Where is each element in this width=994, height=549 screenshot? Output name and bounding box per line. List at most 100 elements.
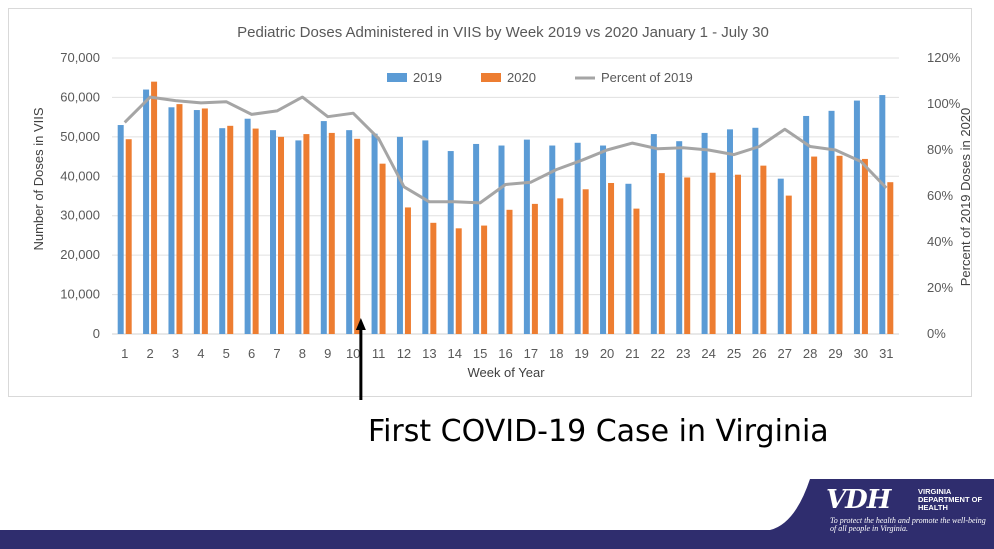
bar-2020 bbox=[303, 134, 310, 334]
bar-2020 bbox=[887, 182, 894, 334]
bar-2020 bbox=[278, 136, 285, 334]
bar-2020 bbox=[633, 208, 640, 334]
bar-2020 bbox=[506, 209, 513, 334]
bar-2019 bbox=[498, 145, 505, 334]
x-tick-label: 19 bbox=[574, 346, 588, 361]
bar-2019 bbox=[777, 178, 784, 334]
bar-2020 bbox=[176, 104, 183, 334]
x-tick-label: 20 bbox=[600, 346, 614, 361]
bar-2019 bbox=[422, 140, 429, 334]
logo-background bbox=[770, 479, 994, 530]
bar-2020 bbox=[709, 172, 716, 334]
bar-2020 bbox=[455, 228, 462, 334]
chart-title: Pediatric Doses Administered in VIIS by … bbox=[237, 24, 769, 41]
bar-2019 bbox=[168, 107, 175, 335]
y2-tick-label: 0% bbox=[927, 326, 946, 341]
x-tick-label: 24 bbox=[701, 346, 715, 361]
bar-2019 bbox=[473, 143, 480, 334]
bar-2020 bbox=[836, 155, 843, 334]
y-tick-label: 0 bbox=[93, 326, 100, 341]
bar-2019 bbox=[879, 95, 886, 334]
bar-2019 bbox=[803, 115, 810, 335]
logo-mark: VDH bbox=[826, 485, 891, 515]
x-tick-label: 7 bbox=[273, 346, 280, 361]
bar-2020 bbox=[201, 108, 208, 335]
y2-tick-label: 40% bbox=[927, 234, 953, 249]
y-tick-label: 50,000 bbox=[60, 129, 100, 144]
x-tick-label: 29 bbox=[828, 346, 842, 361]
bar-2020 bbox=[734, 174, 741, 334]
bar-2019 bbox=[828, 110, 835, 334]
y2-tick-label: 100% bbox=[927, 96, 961, 111]
x-tick-label: 31 bbox=[879, 346, 893, 361]
x-tick-label: 16 bbox=[498, 346, 512, 361]
bar-2020 bbox=[252, 128, 259, 334]
x-tick-label: 28 bbox=[803, 346, 817, 361]
y2-tick-label: 80% bbox=[927, 142, 953, 157]
x-tick-label: 30 bbox=[854, 346, 868, 361]
x-tick-label: 3 bbox=[172, 346, 179, 361]
bar-2019 bbox=[371, 133, 378, 334]
bar-2019 bbox=[244, 118, 251, 334]
bar-2019 bbox=[853, 100, 860, 334]
bar-2019 bbox=[726, 129, 733, 334]
y-tick-label: 10,000 bbox=[60, 287, 100, 302]
y2-tick-label: 60% bbox=[927, 188, 953, 203]
x-tick-label: 8 bbox=[299, 346, 306, 361]
legend-swatch-2020 bbox=[481, 73, 501, 82]
bar-2019 bbox=[447, 151, 454, 334]
bar-2020 bbox=[125, 139, 132, 334]
bar-2020 bbox=[354, 138, 361, 334]
x-tick-label: 25 bbox=[727, 346, 741, 361]
bar-2020 bbox=[404, 207, 411, 334]
bar-2019 bbox=[193, 110, 200, 334]
bar-2019 bbox=[295, 140, 302, 334]
x-tick-label: 22 bbox=[651, 346, 665, 361]
bar-2020 bbox=[430, 222, 437, 334]
legend-swatch-2019 bbox=[387, 73, 407, 82]
bar-2019 bbox=[270, 130, 277, 334]
x-tick-label: 18 bbox=[549, 346, 563, 361]
x-tick-label: 6 bbox=[248, 346, 255, 361]
bar-2019 bbox=[346, 130, 353, 334]
x-tick-label: 10 bbox=[346, 346, 360, 361]
y-tick-label: 60,000 bbox=[60, 89, 100, 104]
bar-2020 bbox=[227, 125, 234, 335]
bar-2020 bbox=[328, 132, 335, 334]
x-tick-label: 9 bbox=[324, 346, 331, 361]
logo-tagline: To protect the health and promote the we… bbox=[830, 516, 986, 533]
y-tick-label: 20,000 bbox=[60, 247, 100, 262]
bar-2020 bbox=[684, 177, 691, 334]
legend-label-2019: 2019 bbox=[413, 70, 442, 85]
bar-2019 bbox=[320, 121, 327, 334]
bar-2019 bbox=[117, 125, 124, 335]
bar-2020 bbox=[760, 165, 767, 334]
bar-2019 bbox=[676, 141, 683, 334]
bar-2019 bbox=[396, 136, 403, 334]
bar-2019 bbox=[650, 134, 657, 334]
x-tick-label: 26 bbox=[752, 346, 766, 361]
x-axis-label: Week of Year bbox=[467, 365, 545, 380]
logo-org-name: VIRGINIA DEPARTMENT OF HEALTH bbox=[918, 487, 983, 512]
x-tick-label: 13 bbox=[422, 346, 436, 361]
y-tick-label: 70,000 bbox=[60, 50, 100, 65]
bar-2020 bbox=[861, 158, 868, 334]
bar-2019 bbox=[523, 139, 530, 334]
bar-2020 bbox=[151, 81, 158, 335]
bar-2019 bbox=[143, 89, 150, 335]
bar-2020 bbox=[531, 203, 538, 334]
x-tick-label: 12 bbox=[397, 346, 411, 361]
y-axis-label: Number of Doses in VIIS bbox=[31, 107, 46, 250]
x-tick-label: 2 bbox=[146, 346, 153, 361]
legend-label-percent: Percent of 2019 bbox=[601, 70, 693, 85]
y2-tick-label: 20% bbox=[927, 280, 953, 295]
y2-tick-label: 120% bbox=[927, 50, 961, 65]
line-percent-of-2019 bbox=[123, 95, 888, 205]
bar-2019 bbox=[574, 142, 581, 334]
bar-2020 bbox=[785, 195, 792, 334]
bar-2019 bbox=[701, 132, 708, 334]
x-tick-label: 15 bbox=[473, 346, 487, 361]
bar-2020 bbox=[658, 173, 665, 334]
bar-2019 bbox=[549, 145, 556, 334]
bar-2020 bbox=[557, 198, 564, 334]
